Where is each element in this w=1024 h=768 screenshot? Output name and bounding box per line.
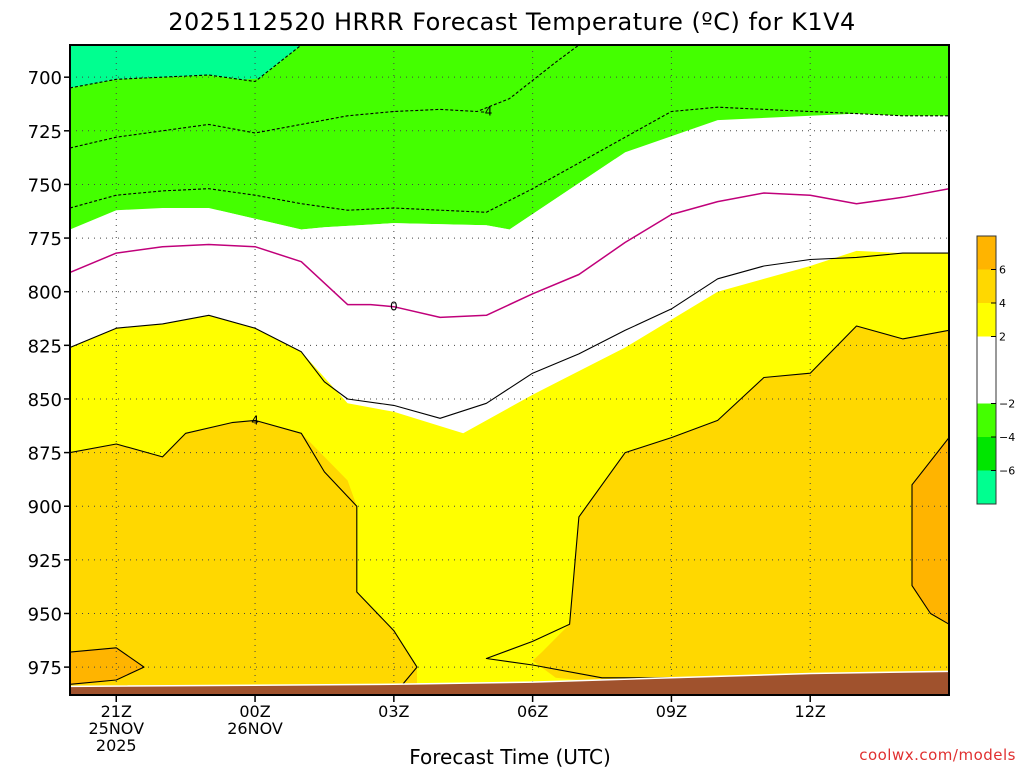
colorbar-swatch-5 — [977, 269, 996, 303]
temperature-regions — [70, 45, 949, 695]
y-tick-label-725: 725 — [28, 122, 62, 143]
y-tick-label-700: 700 — [28, 68, 62, 89]
colorbar-label-5: −6 — [999, 465, 1015, 478]
y-tick-label-900: 900 — [28, 497, 62, 518]
credit-text: coolwx.com/models — [859, 746, 1016, 764]
y-axis: 700 725 750 775 800 825 850 875 900 925 950 975 — [28, 68, 70, 679]
region-warm-6-to-8-right — [912, 437, 949, 625]
colorbar-frame — [976, 235, 997, 505]
grid-lines — [70, 45, 949, 695]
x-tick-label-3-1: 26NOV — [227, 719, 283, 738]
colorbar-label-4: −4 — [999, 431, 1015, 444]
y-tick-label-925: 925 — [28, 551, 62, 572]
colorbar-swatch-0 — [977, 470, 996, 504]
region-cold-6-to-8 — [70, 45, 302, 88]
ground-surface — [70, 670, 949, 695]
y-tick-label-875: 875 — [28, 444, 62, 465]
chart-title: 2025112520 HRRR Forecast Temperature (ºC… — [168, 8, 856, 36]
y-tick-label-775: 775 — [28, 229, 62, 250]
colorbar-label-2: 2 — [999, 331, 1006, 344]
colorbar: 6 4 2 −2 −4 −6 — [976, 235, 1015, 505]
contour-labels: -4 0 4 — [251, 105, 492, 428]
contour-lines — [70, 45, 949, 695]
colorbar-swatch-2 — [977, 403, 996, 437]
contour-line-4-5 — [70, 419, 418, 695]
region-warm-4-to-6-left — [70, 420, 417, 695]
contour-line--4-0 — [70, 45, 302, 89]
colorbar-swatch-6 — [977, 236, 996, 270]
colorbar-swatch-3 — [977, 336, 996, 404]
contour-line-0-3 — [70, 187, 949, 319]
contour-line--2-2 — [70, 106, 949, 213]
x-tick-label-0-1: 25NOV — [88, 719, 144, 738]
colorbar-swatch-1 — [977, 437, 996, 471]
y-tick-label-825: 825 — [28, 336, 62, 357]
x-axis-label: Forecast Time (UTC) — [409, 745, 611, 768]
x-tick-label-12-0: 09Z — [656, 702, 687, 721]
contour-label-2: 4 — [251, 413, 259, 427]
contour-label-1: 0 — [390, 300, 398, 314]
x-tick-label-0-2: 2025 — [96, 736, 137, 755]
region-cold-2-to-4 — [70, 45, 949, 230]
y-tick-label-800: 800 — [28, 283, 62, 304]
x-tick-label-6-0: 03Z — [378, 702, 409, 721]
region-warm-4-to-6-right — [532, 326, 949, 689]
contour-line-6-7 — [911, 437, 949, 625]
x-tick-label-15-0: 12Z — [795, 702, 826, 721]
y-tick-label-950: 950 — [28, 604, 62, 625]
y-tick-label-750: 750 — [28, 175, 62, 196]
plot-frame — [69, 44, 950, 696]
contour-label-0: -4 — [480, 105, 492, 119]
y-tick-label-850: 850 — [28, 390, 62, 411]
x-tick-label-0-0: 21Z — [101, 702, 132, 721]
contour-line-4-6 — [485, 325, 949, 685]
colorbar-label-1: 4 — [999, 297, 1006, 310]
contour-line--4-1 — [70, 45, 580, 149]
colorbar-label-0: 6 — [999, 264, 1006, 277]
ground-edge — [70, 670, 949, 688]
colorbar-swatch-4 — [977, 303, 996, 337]
contour-line-6-8 — [70, 647, 145, 685]
plot-area: -4 0 4 — [70, 45, 949, 695]
y-tick-label-975: 975 — [28, 658, 62, 679]
x-tick-label-3-0: 00Z — [239, 702, 270, 721]
x-tick-label-9-0: 06Z — [517, 702, 548, 721]
colorbar-label-3: −2 — [999, 398, 1015, 411]
contour-line-2-4 — [70, 252, 949, 419]
